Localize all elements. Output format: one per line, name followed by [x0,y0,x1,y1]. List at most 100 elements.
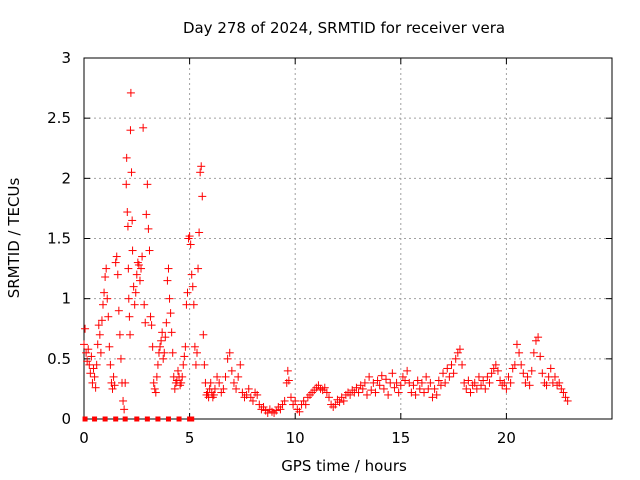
data-point [170,384,179,393]
data-point [163,276,172,285]
data-point [225,348,234,357]
data-point [206,378,215,387]
data-point [534,333,543,342]
data-point [114,306,123,315]
data-point [390,383,399,392]
chart-title: Day 278 of 2024, SRMTID for receiver ver… [183,19,505,37]
data-point [196,168,205,177]
data-point [398,372,407,381]
data-point [267,407,276,416]
data-point [141,318,150,327]
data-point [379,384,388,393]
zero-point [155,416,161,422]
data-point [217,388,226,397]
data-point [291,396,300,405]
data-point [563,396,572,405]
data-point [358,384,367,393]
data-point [352,383,361,392]
y-tick-label: 0.5 [47,350,71,368]
data-point [426,378,435,387]
data-point [89,364,98,373]
data-point [234,372,243,381]
data-point [130,300,139,309]
x-tick-label: 15 [391,429,410,447]
data-point [246,393,255,402]
data-point [354,388,363,397]
data-point [209,390,218,399]
data-point [561,393,570,402]
data-point [124,264,133,273]
data-point [128,216,137,225]
zero-point [82,416,88,422]
data-point [185,232,194,241]
data-point [322,388,331,397]
data-point [156,342,165,351]
data-point [396,381,405,390]
data-point [394,388,403,397]
x-tick-label: 0 [79,429,89,447]
data-point [512,340,521,349]
data-point [195,228,204,237]
data-point [96,348,105,357]
data-point [371,388,380,397]
data-point [200,360,209,369]
data-point [180,352,189,361]
data-point [187,270,196,279]
data-point [165,294,174,303]
data-point [453,348,462,357]
data-point [559,388,568,397]
data-point [213,372,222,381]
data-point [445,372,454,381]
data-point [314,381,323,390]
data-point [127,168,136,177]
data-point [120,405,129,414]
data-point [116,354,125,363]
data-point [253,390,262,399]
zero-point [189,416,195,422]
data-point [123,222,132,231]
data-point [259,402,268,411]
data-point [324,393,333,402]
data-point [168,348,177,357]
data-point [153,360,162,369]
data-point [555,378,564,387]
data-point [286,393,295,402]
data-point [515,348,524,357]
data-point [432,390,441,399]
data-point [436,381,445,390]
data-point [428,393,437,402]
data-point [375,381,384,390]
data-point [382,375,391,384]
data-point [407,388,416,397]
data-point [525,381,534,390]
data-point [152,372,161,381]
data-point [134,260,143,269]
y-tick-label: 1 [61,290,71,308]
data-point [104,312,113,321]
data-point [199,330,208,339]
data-point [128,246,137,255]
data-point [289,400,298,409]
data-point [144,224,153,233]
data-point [487,369,496,378]
data-point [167,328,176,337]
data-point [138,252,147,261]
data-point [529,348,538,357]
data-point [462,384,471,393]
data-point [519,369,528,378]
data-point [112,252,121,261]
data-point [238,388,247,397]
data-point [295,407,304,416]
data-point [491,360,500,369]
data-point [360,378,369,387]
data-point [86,369,95,378]
data-point [493,366,502,375]
data-point [105,342,114,351]
data-point [84,345,93,354]
data-point [126,88,135,97]
data-point [121,378,130,387]
data-point [384,390,393,399]
data-point [392,378,401,387]
zero-point [134,416,140,422]
data-point [106,360,115,369]
